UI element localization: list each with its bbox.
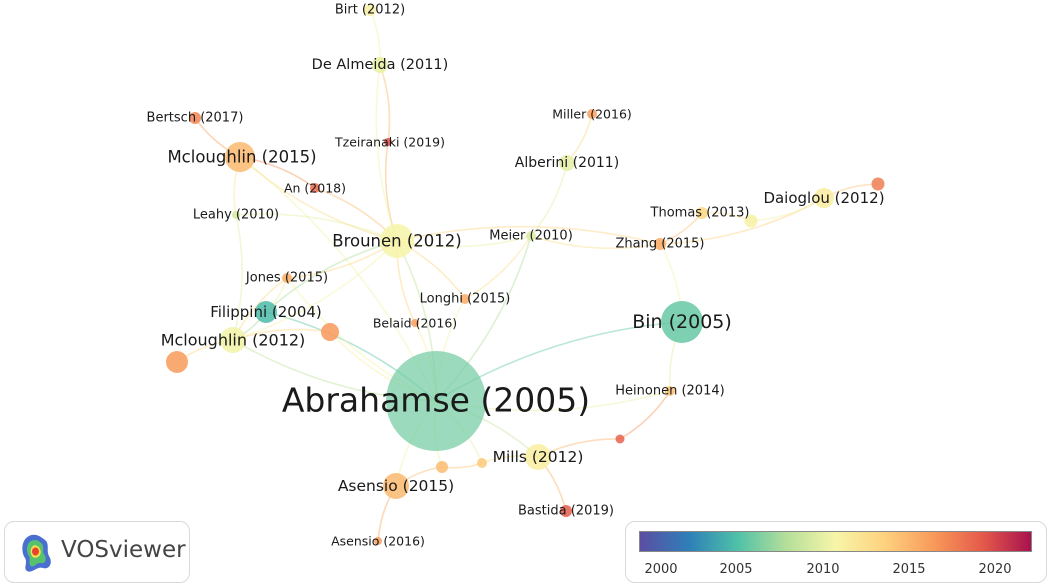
link-brounen2012-mcloughlin2015 xyxy=(239,156,398,242)
link-zhang2015-daioglou2012 xyxy=(659,197,825,245)
year-color-legend: 2000 2005 2010 2015 2020 xyxy=(625,521,1047,583)
node-mcloughlin2015[interactable] xyxy=(225,142,255,172)
node-dealmeida2011[interactable] xyxy=(372,57,388,73)
node-label-zhang2015[interactable]: Zhang (2015) xyxy=(616,237,705,252)
node-bastida2019[interactable] xyxy=(560,505,572,517)
node-leahy2010[interactable] xyxy=(232,211,240,219)
link-meier2010-longhi2015 xyxy=(464,235,532,300)
node-n_mills_a[interactable] xyxy=(436,461,448,473)
node-thomas2013[interactable] xyxy=(696,207,708,219)
node-label-tzeiranaki2019[interactable]: Tzeiranaki (2019) xyxy=(334,135,445,150)
node-meier2010[interactable] xyxy=(526,231,536,241)
node-bertsch2017[interactable] xyxy=(189,112,201,124)
node-an2018[interactable] xyxy=(310,183,320,193)
node-belaid2016[interactable] xyxy=(411,319,419,327)
node-label-dealmeida2011[interactable]: De Almeida (2011) xyxy=(312,57,449,73)
node-n_mcl2012_red[interactable] xyxy=(321,323,339,341)
node-asensio2015[interactable] xyxy=(383,473,409,499)
network-nodes xyxy=(166,4,885,545)
link-brounen2012-filippini2004 xyxy=(265,240,398,313)
node-zhang2015[interactable] xyxy=(654,238,666,250)
link-meier2010-zhang2015 xyxy=(530,235,661,250)
legend-tick-2005: 2005 xyxy=(719,562,753,577)
node-miller2016[interactable] xyxy=(587,109,597,119)
node-alberini2011[interactable] xyxy=(559,155,575,171)
vosviewer-logo: VOSviewer xyxy=(4,521,190,583)
legend-tick-2020: 2020 xyxy=(978,562,1012,577)
node-label-brounen2012[interactable]: Brounen (2012) xyxy=(332,232,461,251)
node-label-leahy2010[interactable]: Leahy (2010) xyxy=(193,208,279,223)
node-label-heinonen2014[interactable]: Heinonen (2014) xyxy=(615,384,724,399)
node-label-bastida2019[interactable]: Bastida (2019) xyxy=(518,504,614,519)
node-label-bin2005[interactable]: Bin (2005) xyxy=(632,311,732,333)
node-label-longhi2015[interactable]: Longhi (2015) xyxy=(420,292,511,307)
node-label-an2018[interactable]: An (2018) xyxy=(284,181,346,196)
node-abrahamse2005[interactable] xyxy=(386,351,486,451)
node-mcloughlin2012[interactable] xyxy=(220,327,246,353)
link-alberini2011-meier2010 xyxy=(530,162,568,237)
node-n_magenta[interactable] xyxy=(615,434,625,444)
node-n_thomas_near[interactable] xyxy=(744,214,758,228)
link-brounen2012-zhang2015 xyxy=(396,225,661,245)
link-heinonen2014-n_magenta xyxy=(619,390,671,440)
network-labels: Abrahamse (2005) Bin (2005) Brounen (2012)… xyxy=(147,3,885,549)
link-dealmeida2011-brounen2012 xyxy=(375,64,398,242)
link-n_mills_b-n_mills_a xyxy=(441,462,483,469)
node-label-jones2015[interactable]: Jones (2015) xyxy=(245,271,328,286)
link-brounen2012-mcloughlin2012 xyxy=(232,240,398,341)
node-daioglou2012[interactable] xyxy=(814,188,834,208)
node-label-alberini2011[interactable]: Alberini (2011) xyxy=(515,155,619,171)
node-label-filippini2004[interactable]: Filippini (2004) xyxy=(210,303,322,321)
node-label-asensio2015[interactable]: Asensio (2015) xyxy=(338,477,454,495)
node-tzeiranaki2019[interactable] xyxy=(384,138,392,146)
node-heinonen2014[interactable] xyxy=(665,386,675,396)
vosviewer-heatmap-icon xyxy=(22,534,51,572)
node-filippini2004[interactable] xyxy=(255,301,277,323)
node-asensio2016[interactable] xyxy=(374,537,382,545)
node-bin2005[interactable] xyxy=(661,301,703,343)
node-label-abrahamse2005[interactable]: Abrahamse (2005) xyxy=(282,381,590,420)
node-label-daioglou2012[interactable]: Daioglou (2012) xyxy=(763,189,884,207)
node-n_mills_b[interactable] xyxy=(477,458,487,468)
node-label-mills2012[interactable]: Mills (2012) xyxy=(493,448,584,466)
node-birt2012[interactable] xyxy=(364,4,376,16)
legend-tick-2010: 2010 xyxy=(806,562,840,577)
node-label-bertsch2017[interactable]: Bertsch (2017) xyxy=(147,111,244,126)
link-leahy2010-mcloughlin2012 xyxy=(232,214,243,341)
node-label-meier2010[interactable]: Meier (2010) xyxy=(489,229,573,244)
node-jones2015[interactable] xyxy=(282,273,292,283)
node-label-belaid2016[interactable]: Belaid (2016) xyxy=(373,316,457,331)
link-dealmeida2011-tzeiranaki2019 xyxy=(379,64,391,143)
node-longhi2015[interactable] xyxy=(460,294,470,304)
node-label-thomas2013[interactable]: Thomas (2013) xyxy=(650,206,750,221)
node-mills2012[interactable] xyxy=(525,444,551,470)
legend-color-bar xyxy=(639,531,1032,552)
node-label-birt2012[interactable]: Birt (2012) xyxy=(335,3,405,18)
legend-tick-2000: 2000 xyxy=(644,562,678,577)
node-label-mcloughlin2012[interactable]: Mcloughlin (2012) xyxy=(161,331,306,350)
link-brounen2012-leahy2010 xyxy=(235,213,398,242)
node-n_daioglou_far[interactable] xyxy=(871,177,885,191)
vosviewer-logo-text: VOSviewer xyxy=(61,537,186,563)
node-n_left_red[interactable] xyxy=(166,351,188,373)
legend-tick-2015: 2015 xyxy=(892,562,926,577)
node-label-miller2016[interactable]: Miller (2016) xyxy=(552,107,632,122)
node-label-asensio2016[interactable]: Asensio (2016) xyxy=(331,534,425,549)
node-brounen2012[interactable] xyxy=(380,224,414,258)
node-label-mcloughlin2015[interactable]: Mcloughlin (2015) xyxy=(167,148,316,167)
